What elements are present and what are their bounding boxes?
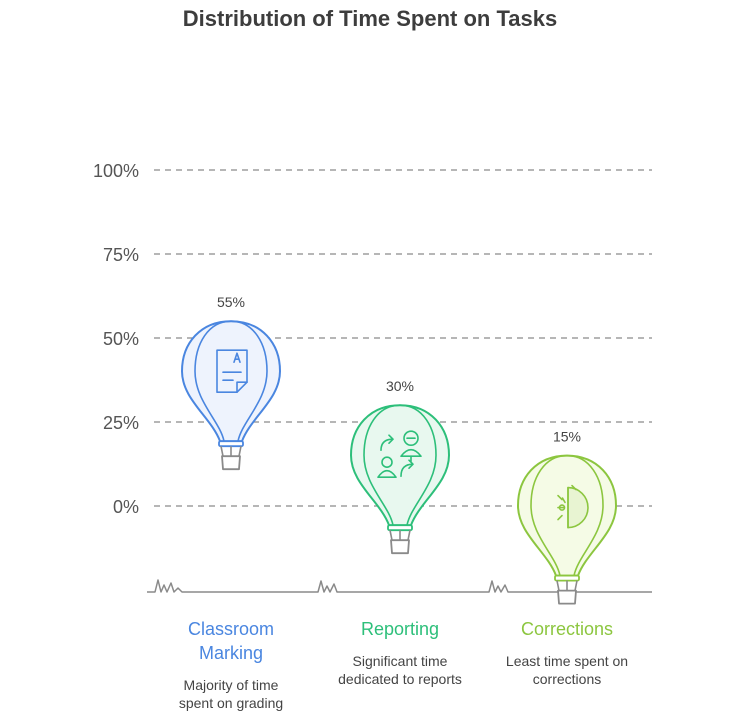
balloon-basket <box>221 455 241 471</box>
data-label: 15% <box>553 429 581 445</box>
balloon-rope <box>407 530 411 541</box>
balloon-basket <box>557 589 577 605</box>
data-label: 55% <box>217 294 245 310</box>
category-label: Reporting <box>360 619 440 639</box>
category-description: Significant time dedicated to reports <box>338 653 462 687</box>
ground-layer <box>147 579 652 593</box>
balloon-rope <box>238 446 242 457</box>
balloon-collar <box>554 574 580 582</box>
ground-line <box>147 579 652 593</box>
y-tick-label: 50% <box>103 329 139 349</box>
document-icon <box>216 349 248 393</box>
balloon-bar: 15% <box>516 429 618 605</box>
y-tick-label: 100% <box>93 161 139 181</box>
stopwatch-icon <box>557 484 589 529</box>
people-exchange-icon <box>377 430 422 478</box>
balloon-rope <box>389 530 393 541</box>
chart-title: Distribution of Time Spent on Tasks <box>182 6 558 31</box>
balloon-collar <box>387 524 413 532</box>
balloon-rope <box>574 580 578 591</box>
category-description: Least time spent on corrections <box>505 653 629 687</box>
category-label: Corrections <box>520 619 614 639</box>
category-label: Classroom Marking <box>187 619 275 663</box>
balloon-layer: 55% 30% 15% <box>180 294 618 605</box>
y-tick-label: 25% <box>103 413 139 433</box>
balloon-rib <box>566 454 604 576</box>
balloon-rope <box>556 580 560 591</box>
y-tick-label: 75% <box>103 245 139 265</box>
balloon-rib <box>230 320 268 442</box>
data-label: 30% <box>386 378 414 394</box>
balloon-rope <box>220 446 224 457</box>
balloon-rib <box>194 320 232 442</box>
balloon-bar: 30% <box>349 378 451 555</box>
balloon-rib <box>399 404 437 526</box>
y-tick-label: 0% <box>113 497 139 517</box>
balloon-collar <box>218 440 244 448</box>
balloon-basket <box>390 539 410 555</box>
category-description: Majority of time spent on grading <box>178 677 284 711</box>
balloon-rib <box>530 454 568 576</box>
balloon-bar: 55% <box>180 294 282 471</box>
balloon-rib <box>363 404 401 526</box>
